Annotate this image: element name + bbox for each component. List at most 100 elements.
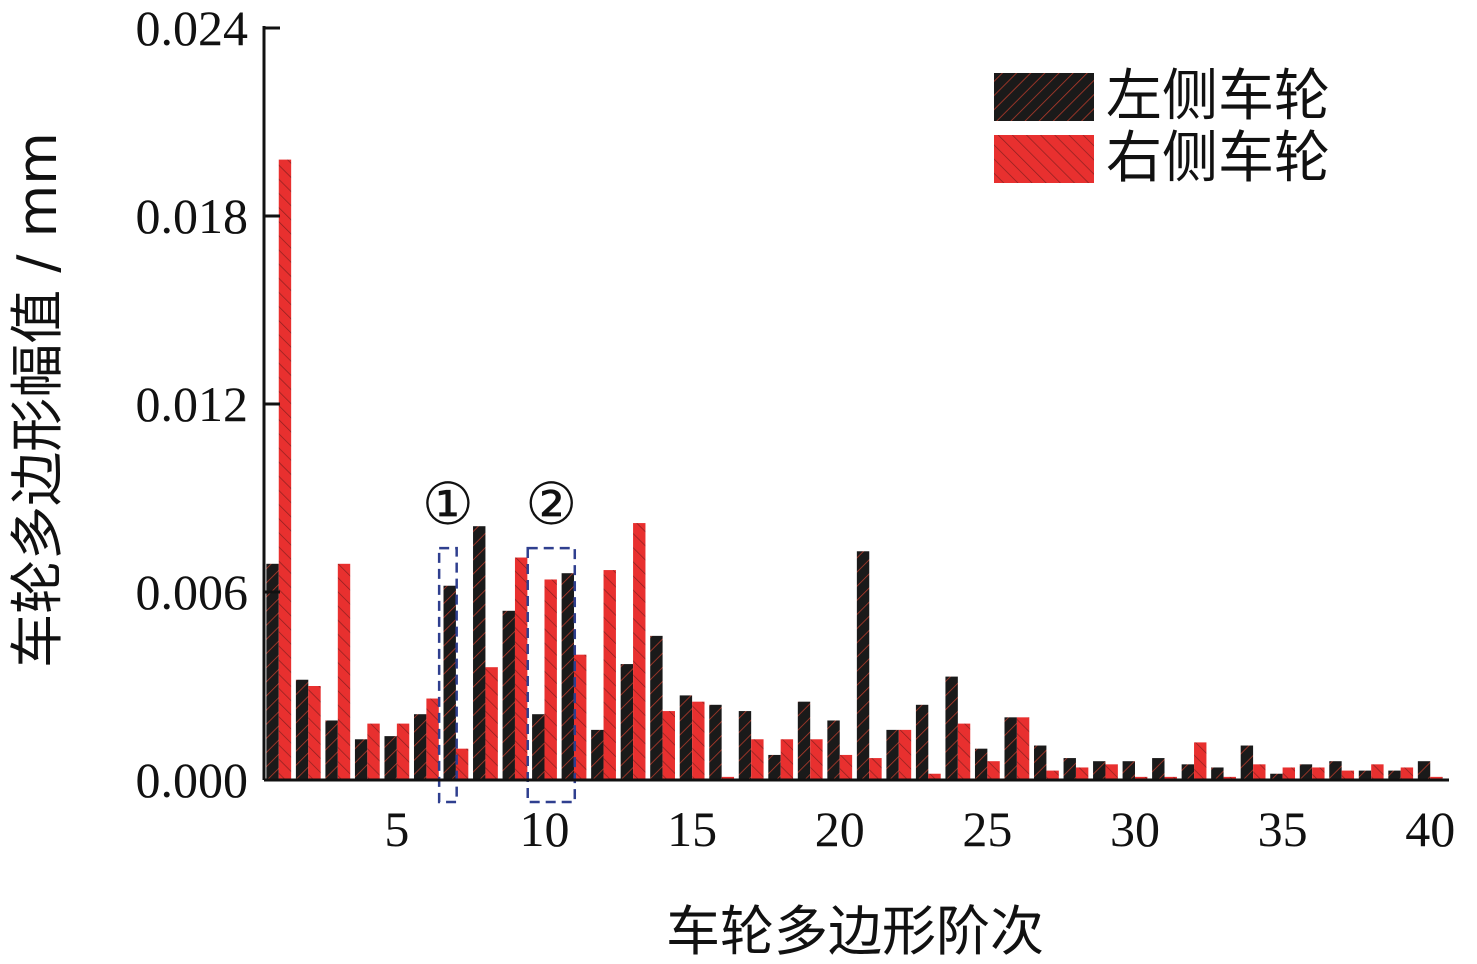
bar-right-wheel-order-35 (1282, 767, 1296, 780)
bar-left-wheel-order-6 (413, 714, 427, 780)
bar-left-wheel-order-26 (1004, 717, 1017, 780)
bar-left-wheel-order-1 (266, 563, 279, 780)
bar-right-wheel-order-7 (455, 748, 469, 780)
bar-right-wheel-order-4 (367, 723, 380, 780)
bar-left-wheel-order-31 (1152, 758, 1165, 780)
bar-left-wheel-order-12 (591, 729, 604, 780)
bar-right-wheel-order-20 (839, 754, 853, 780)
bar-left-wheel-order-16 (709, 704, 722, 780)
bar-left-wheel-order-7 (443, 585, 456, 780)
y-axis-title: 车轮多边形幅值 / mm (6, 132, 69, 668)
bar-left-wheel-order-20 (827, 720, 840, 780)
bar-right-wheel-order-3 (337, 563, 351, 780)
bar-left-wheel-order-30 (1122, 761, 1135, 780)
annotation-box-2 (526, 546, 577, 804)
bar-right-wheel-order-17 (751, 739, 764, 780)
bar-right-wheel-order-29 (1105, 764, 1118, 780)
legend-label-left-wheel: 左侧车轮 (1106, 64, 1330, 129)
bar-right-wheel-order-31 (1164, 776, 1177, 780)
bar-left-wheel-order-15 (679, 695, 693, 780)
bar-left-wheel-order-4 (354, 739, 368, 780)
bar-right-wheel-order-22 (898, 729, 912, 780)
annotation-label-2: ② (525, 470, 577, 538)
annotation-label-1: ① (422, 470, 474, 538)
x-tick-label: 25 (962, 801, 1012, 857)
y-tick-label: 0.000 (136, 752, 249, 808)
bars-layer (266, 159, 1443, 781)
bar-right-wheel-order-30 (1134, 776, 1148, 780)
bar-left-wheel-order-13 (620, 664, 634, 780)
bar-left-wheel-order-32 (1181, 764, 1195, 780)
bar-right-wheel-order-10 (544, 579, 557, 780)
bar-left-wheel-order-28 (1063, 758, 1076, 780)
bar-right-wheel-order-16 (721, 776, 735, 780)
bar-right-wheel-order-8 (485, 667, 498, 780)
bar-left-wheel-order-14 (650, 635, 663, 780)
bar-left-wheel-order-18 (768, 754, 781, 780)
bar-left-wheel-order-9 (502, 610, 515, 780)
x-tick-label: 35 (1258, 801, 1308, 857)
bar-right-wheel-order-39 (1400, 767, 1414, 780)
bar-right-wheel-order-36 (1312, 767, 1325, 780)
bar-right-wheel-order-25 (987, 761, 1000, 780)
bar-right-wheel-order-1 (278, 159, 292, 781)
bar-right-wheel-order-2 (308, 686, 321, 780)
bar-left-wheel-order-5 (384, 736, 397, 780)
y-tick-label: 0.012 (136, 376, 249, 432)
x-axis-title: 车轮多边形阶次 (666, 900, 1044, 963)
bar-right-wheel-order-38 (1371, 764, 1384, 780)
bar-right-wheel-order-24 (957, 723, 971, 780)
y-tick-label: 0.006 (136, 564, 249, 620)
bar-right-wheel-order-23 (928, 773, 941, 780)
bar-right-wheel-order-26 (1016, 717, 1030, 780)
bar-right-wheel-order-9 (514, 557, 528, 780)
bar-left-wheel-order-24 (945, 676, 958, 780)
bar-left-wheel-order-25 (974, 748, 988, 780)
bar-right-wheel-order-11 (574, 654, 587, 780)
y-tick-label: 0.018 (136, 188, 249, 244)
bar-right-wheel-order-32 (1194, 742, 1207, 780)
bar-right-wheel-order-13 (633, 523, 646, 780)
bar-right-wheel-order-18 (780, 739, 794, 780)
bar-left-wheel-order-23 (915, 704, 929, 780)
bar-right-wheel-order-15 (692, 701, 705, 780)
bar-left-wheel-order-8 (473, 526, 486, 780)
x-tick-label: 40 (1405, 801, 1455, 857)
x-tick-label: 5 (384, 801, 409, 857)
legend-swatch-left-wheel (994, 73, 1094, 121)
legend-label-right-wheel: 右侧车轮 (1106, 126, 1330, 191)
bar-left-wheel-order-27 (1034, 745, 1047, 780)
x-tick-label: 20 (815, 801, 865, 857)
bar-right-wheel-order-14 (662, 711, 675, 780)
x-tick-label: 10 (519, 801, 569, 857)
axes-layer: 0.000 0.006 0.012 0.018 0.024 5 10 15 20 25 30 35 40 (136, 0, 1456, 857)
bar-right-wheel-order-40 (1430, 776, 1443, 780)
bar-left-wheel-order-33 (1211, 767, 1224, 780)
bar-right-wheel-order-12 (603, 570, 616, 780)
bar-left-wheel-order-17 (738, 711, 752, 780)
bar-left-wheel-order-29 (1093, 761, 1106, 780)
bar-left-wheel-order-39 (1388, 770, 1401, 780)
legend-swatch-right-wheel (994, 135, 1094, 183)
bar-left-wheel-order-19 (797, 701, 811, 780)
bar-right-wheel-order-27 (1046, 770, 1059, 780)
bar-left-wheel-order-3 (325, 720, 338, 780)
bar-left-wheel-order-10 (532, 714, 545, 780)
bar-left-wheel-order-40 (1417, 761, 1431, 780)
y-tick-label: 0.024 (136, 0, 249, 56)
x-tick-label: 15 (667, 801, 717, 857)
bar-left-wheel-order-34 (1240, 745, 1254, 780)
bar-right-wheel-order-21 (869, 758, 882, 780)
bar-left-wheel-order-36 (1299, 764, 1313, 780)
bar-left-wheel-order-22 (886, 729, 899, 780)
bar-left-wheel-order-11 (561, 573, 575, 780)
bar-right-wheel-order-37 (1341, 770, 1355, 780)
bar-right-wheel-order-5 (396, 723, 410, 780)
bar-right-wheel-order-19 (810, 739, 823, 780)
bar-left-wheel-order-21 (856, 551, 870, 780)
bar-left-wheel-order-2 (295, 679, 309, 780)
bar-right-wheel-order-34 (1253, 764, 1266, 780)
